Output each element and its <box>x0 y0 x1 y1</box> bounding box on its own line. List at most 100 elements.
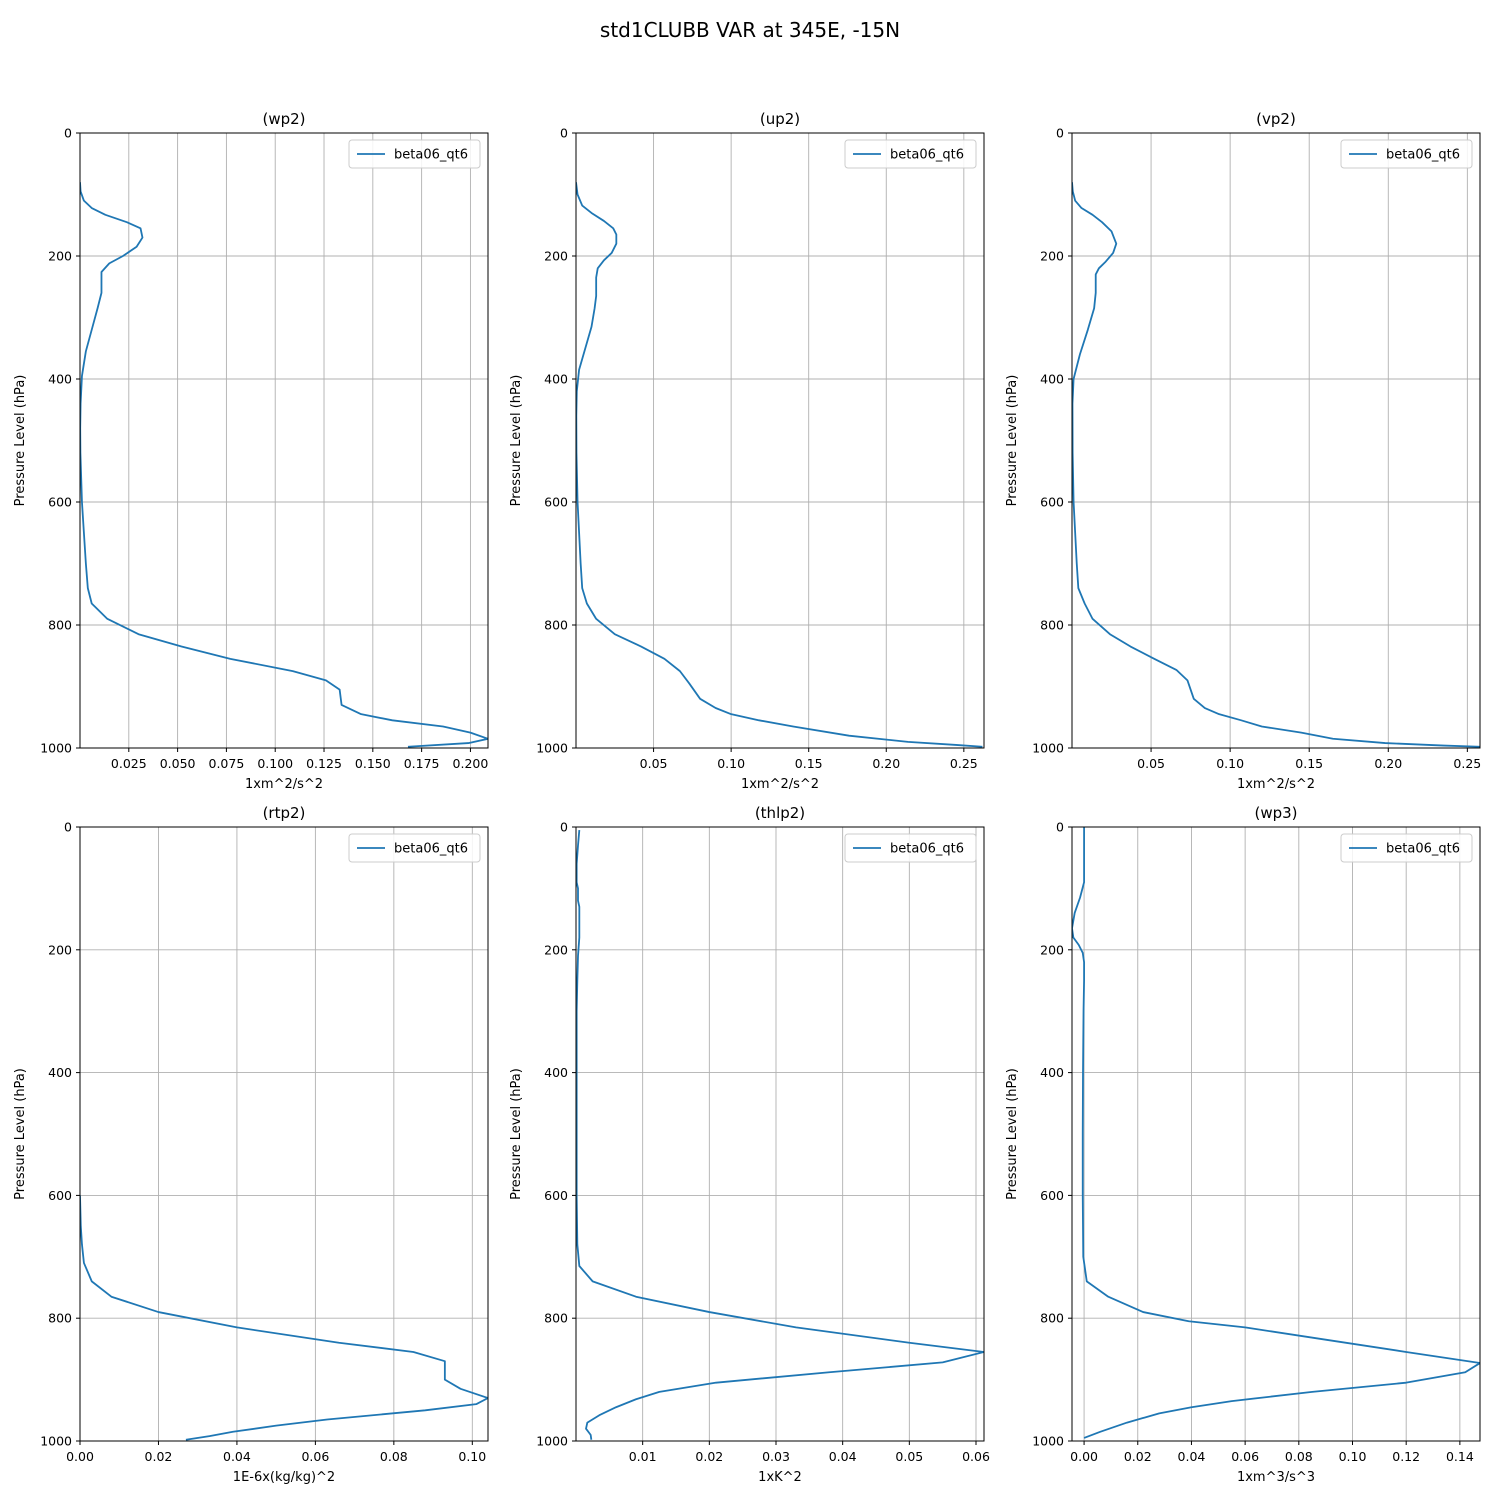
y-tick-label: 600 <box>1040 495 1064 510</box>
x-tick-label: 0.20 <box>1374 756 1402 771</box>
y-tick-label: 1000 <box>536 741 568 756</box>
y-tick-label: 200 <box>544 249 568 264</box>
x-tick-label: 0.100 <box>257 756 293 771</box>
x-tick-label: 0.08 <box>380 1449 408 1464</box>
panel-1: 0.025 0.050 0.075 0.100 0.125 0.150 0.175 0.200… <box>13 110 489 792</box>
y-tick-label: 0 <box>560 820 568 835</box>
x-tick-label: 0.04 <box>829 1449 857 1464</box>
y-tick-label: 400 <box>48 372 72 387</box>
legend-box <box>844 139 977 169</box>
panel-6: 0.00 0.02 0.04 0.06 0.08 0.10 0.12 0.14 0 200 400 6… <box>1005 804 1481 1485</box>
x-tick-label: 0.06 <box>1231 1449 1259 1464</box>
x-tick-label: 0.15 <box>795 756 823 771</box>
figure-title: std1CLUBB VAR at 345E, -15N <box>600 18 900 42</box>
y-tick-label: 400 <box>544 1065 568 1080</box>
y-axis-label: Pressure Level (hPa) <box>509 1068 524 1200</box>
x-tick-label: 0.050 <box>160 756 196 771</box>
y-tick-label: 200 <box>48 249 72 264</box>
y-axis-label: Pressure Level (hPa) <box>1005 1068 1020 1200</box>
x-tick-label: 0.01 <box>629 1449 657 1464</box>
y-axis-label: Pressure Level (hPa) <box>1005 375 1020 507</box>
x-tick-label: 0.10 <box>458 1449 486 1464</box>
y-tick-label: 400 <box>1040 1065 1064 1080</box>
series-line-beta06_qt6 <box>1072 182 1480 748</box>
y-tick-label: 1000 <box>1032 1434 1064 1449</box>
x-tick-label: 0.05 <box>640 756 668 771</box>
y-tick-label: 0 <box>1056 126 1064 141</box>
x-axis-label: 1xm^3/s^3 <box>1237 1470 1315 1485</box>
y-tick-label: 600 <box>48 495 72 510</box>
x-tick-label: 0.175 <box>404 756 440 771</box>
y-tick-label: 200 <box>1040 249 1064 264</box>
y-tick-label: 600 <box>1040 1188 1064 1203</box>
y-tick-label: 0 <box>560 126 568 141</box>
x-tick-label: 0.150 <box>355 756 391 771</box>
x-tick-label: 0.04 <box>223 1449 251 1464</box>
panel-5: 0.01 0.02 0.03 0.04 0.05 0.06 0 200 400 600 800 100… <box>509 804 990 1485</box>
y-tick-label: 0 <box>1056 820 1064 835</box>
x-tick-label: 0.10 <box>1339 1449 1367 1464</box>
y-tick-label: 200 <box>544 942 568 957</box>
y-tick-label: 200 <box>1040 942 1064 957</box>
panel-2: 0.05 0.10 0.15 0.20 0.25 0 200 400 600 800 1000 (up… <box>509 110 985 792</box>
axes-frame <box>1071 132 1481 749</box>
y-tick-label: 400 <box>48 1065 72 1080</box>
x-axis-label: 1xm^2/s^2 <box>245 777 323 792</box>
y-tick-label: 200 <box>48 942 72 957</box>
legend-entry: beta06_qt6 <box>394 148 468 163</box>
y-tick-label: 600 <box>544 495 568 510</box>
y-tick-label: 800 <box>48 618 72 633</box>
panel-title: (vp2) <box>1256 110 1296 128</box>
x-tick-label: 0.14 <box>1446 1449 1474 1464</box>
legend-entry: beta06_qt6 <box>1386 842 1460 857</box>
panel-4: 0.00 0.02 0.04 0.06 0.08 0.10 0 200 400 600 800 100… <box>13 804 489 1485</box>
x-tick-label: 0.03 <box>762 1449 790 1464</box>
series-line-beta06_qt6 <box>1072 827 1480 1439</box>
legend-entry: beta06_qt6 <box>890 842 964 857</box>
y-tick-label: 0 <box>64 126 72 141</box>
legend-box <box>348 833 481 863</box>
x-tick-label: 0.05 <box>895 1449 923 1464</box>
x-tick-label: 0.05 <box>1137 756 1165 771</box>
y-axis-label: Pressure Level (hPa) <box>13 1068 28 1200</box>
x-tick-label: 0.06 <box>962 1449 990 1464</box>
x-tick-label: 0.25 <box>1453 756 1481 771</box>
axes-frame <box>79 132 489 749</box>
y-tick-label: 1000 <box>40 741 72 756</box>
panel-title: (up2) <box>760 110 800 128</box>
panel-title: (wp3) <box>1254 804 1297 822</box>
legend-box <box>844 833 977 863</box>
y-axis-label: Pressure Level (hPa) <box>13 375 28 507</box>
y-tick-label: 400 <box>1040 372 1064 387</box>
legend-entry: beta06_qt6 <box>1386 148 1460 163</box>
x-tick-label: 0.06 <box>301 1449 329 1464</box>
axes-frame <box>1071 826 1481 1442</box>
y-tick-label: 800 <box>544 618 568 633</box>
y-tick-label: 1000 <box>1032 741 1064 756</box>
x-axis-label: 1xK^2 <box>758 1470 802 1485</box>
series-line-beta06_qt6 <box>576 182 983 748</box>
y-tick-label: 0 <box>64 820 72 835</box>
x-axis-label: 1xm^2/s^2 <box>1237 777 1315 792</box>
x-tick-label: 0.025 <box>111 756 147 771</box>
y-tick-label: 1000 <box>536 1434 568 1449</box>
y-tick-label: 800 <box>48 1311 72 1326</box>
axes-frame <box>79 826 489 1442</box>
legend-entry: beta06_qt6 <box>890 148 964 163</box>
y-tick-label: 1000 <box>40 1434 72 1449</box>
x-tick-label: 0.12 <box>1392 1449 1420 1464</box>
x-axis-label: 1xm^2/s^2 <box>741 777 819 792</box>
panel-title: (wp2) <box>262 110 305 128</box>
x-tick-label: 0.00 <box>1070 1449 1098 1464</box>
x-tick-label: 0.075 <box>209 756 245 771</box>
y-tick-label: 800 <box>1040 1311 1064 1326</box>
axes-frame <box>575 826 985 1442</box>
y-tick-label: 400 <box>544 372 568 387</box>
x-tick-label: 0.02 <box>695 1449 723 1464</box>
series-line-beta06_qt6 <box>576 829 984 1440</box>
x-tick-label: 0.20 <box>872 756 900 771</box>
y-tick-label: 800 <box>1040 618 1064 633</box>
x-tick-label: 0.00 <box>66 1449 94 1464</box>
x-tick-label: 0.200 <box>453 756 489 771</box>
x-tick-label: 0.02 <box>1124 1449 1152 1464</box>
